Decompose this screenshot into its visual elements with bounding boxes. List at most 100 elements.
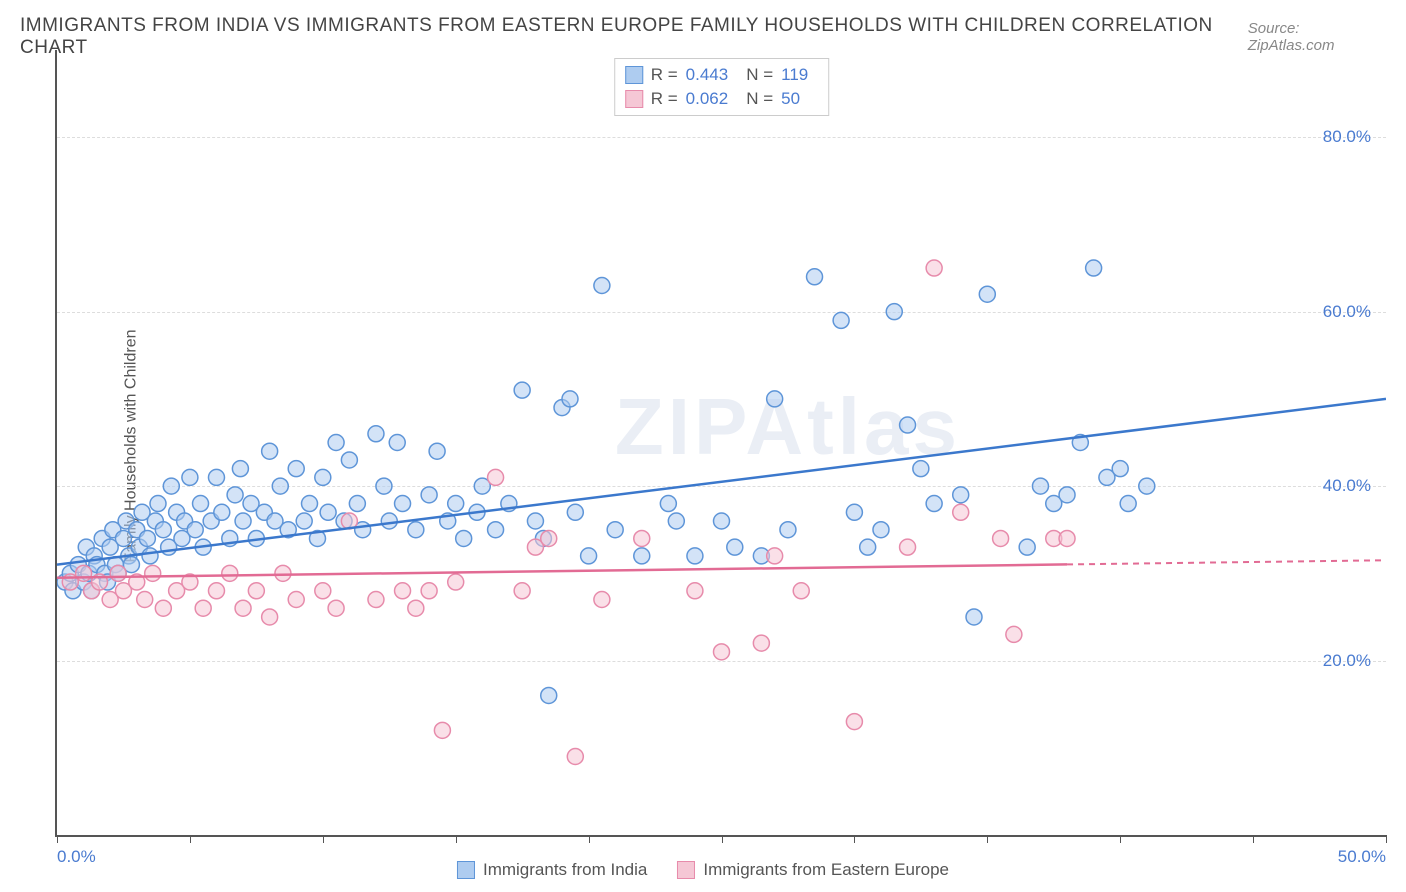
data-point — [328, 435, 344, 451]
n-value-ee: 50 — [781, 89, 800, 109]
data-point — [349, 496, 365, 512]
data-point — [687, 583, 703, 599]
data-point — [182, 469, 198, 485]
data-point — [607, 522, 623, 538]
data-point — [833, 312, 849, 328]
data-point — [966, 609, 982, 625]
r-label: R = — [651, 89, 678, 109]
data-point — [155, 522, 171, 538]
data-point — [262, 443, 278, 459]
x-tick — [987, 835, 988, 843]
data-point — [668, 513, 684, 529]
source-label: Source: ZipAtlas.com — [1248, 20, 1386, 54]
data-point — [448, 574, 464, 590]
trend-line — [57, 564, 1067, 577]
data-point — [214, 504, 230, 520]
data-point — [139, 530, 155, 546]
data-point — [145, 565, 161, 581]
data-point — [567, 504, 583, 520]
data-point — [541, 530, 557, 546]
data-point — [900, 539, 916, 555]
data-point — [1006, 626, 1022, 642]
x-tick — [190, 835, 191, 843]
data-point — [1019, 539, 1035, 555]
data-point — [315, 583, 331, 599]
data-point — [434, 722, 450, 738]
data-point — [846, 714, 862, 730]
n-label: N = — [746, 65, 773, 85]
data-point — [886, 304, 902, 320]
swatch-ee-icon — [625, 90, 643, 108]
data-point — [448, 496, 464, 512]
data-point — [187, 522, 203, 538]
data-point — [780, 522, 796, 538]
data-point — [514, 382, 530, 398]
data-point — [846, 504, 862, 520]
data-point — [328, 600, 344, 616]
data-point — [248, 583, 264, 599]
data-point — [341, 452, 357, 468]
data-point — [76, 565, 92, 581]
x-tick — [1253, 835, 1254, 843]
data-point — [1059, 530, 1075, 546]
x-tick-label: 0.0% — [57, 847, 96, 867]
data-point — [926, 496, 942, 512]
correlation-legend: R = 0.443 N = 119 R = 0.062 N = 50 — [614, 58, 830, 116]
x-tick — [323, 835, 324, 843]
data-point — [320, 504, 336, 520]
data-point — [296, 513, 312, 529]
data-point — [1120, 496, 1136, 512]
data-point — [488, 469, 504, 485]
legend-row-india: R = 0.443 N = 119 — [625, 63, 819, 87]
data-point — [567, 749, 583, 765]
data-point — [376, 478, 392, 494]
series-name-india: Immigrants from India — [483, 860, 647, 880]
data-point — [714, 644, 730, 660]
x-tick — [456, 835, 457, 843]
swatch-india-icon — [625, 66, 643, 84]
data-point — [514, 583, 530, 599]
series-name-ee: Immigrants from Eastern Europe — [703, 860, 949, 880]
data-point — [288, 461, 304, 477]
n-value-india: 119 — [781, 65, 808, 85]
data-point — [1139, 478, 1155, 494]
x-tick — [722, 835, 723, 843]
data-point — [456, 530, 472, 546]
chart-container: ZIPAtlas R = 0.443 N = 119 R = 0.062 N =… — [55, 50, 1386, 837]
data-point — [381, 513, 397, 529]
data-point — [767, 391, 783, 407]
data-point — [163, 478, 179, 494]
swatch-india-icon — [457, 861, 475, 879]
data-point — [389, 435, 405, 451]
data-point — [395, 583, 411, 599]
legend-row-ee: R = 0.062 N = 50 — [625, 87, 819, 111]
data-point — [195, 600, 211, 616]
data-point — [541, 687, 557, 703]
data-point — [953, 487, 969, 503]
data-point — [488, 522, 504, 538]
r-label: R = — [651, 65, 678, 85]
data-point — [222, 565, 238, 581]
data-point — [594, 592, 610, 608]
data-point — [235, 600, 251, 616]
data-point — [660, 496, 676, 512]
data-point — [429, 443, 445, 459]
data-point — [208, 469, 224, 485]
x-tick — [57, 835, 58, 843]
data-point — [913, 461, 929, 477]
data-point — [953, 504, 969, 520]
data-point — [208, 583, 224, 599]
data-point — [873, 522, 889, 538]
data-point — [227, 487, 243, 503]
data-point — [1059, 487, 1075, 503]
data-point — [753, 635, 769, 651]
swatch-ee-icon — [677, 861, 695, 879]
data-point — [368, 592, 384, 608]
data-point — [288, 592, 304, 608]
data-point — [193, 496, 209, 512]
data-point — [142, 548, 158, 564]
data-point — [767, 548, 783, 564]
x-tick — [1120, 835, 1121, 843]
data-point — [150, 496, 166, 512]
trend-line — [57, 399, 1386, 565]
